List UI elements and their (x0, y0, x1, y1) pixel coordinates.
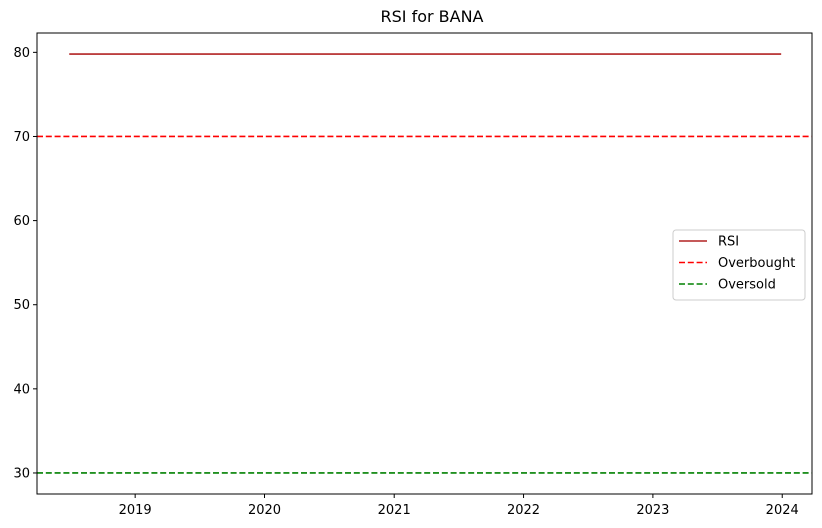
legend-label-overbought: Overbought (718, 256, 795, 271)
y-tick-label: 50 (13, 298, 30, 313)
plot-frame (36, 32, 813, 495)
x-tick-label: 2019 (119, 503, 152, 518)
x-tick-label: 2023 (636, 503, 669, 518)
x-tick-label: 2024 (766, 503, 799, 518)
x-tick-label: 2020 (248, 503, 281, 518)
chart-title: RSI for BANA (381, 7, 484, 26)
y-axis: 30 40 50 60 70 80 (13, 46, 37, 481)
y-tick-label: 40 (13, 382, 30, 397)
legend-label-rsi: RSI (718, 235, 739, 250)
y-tick-label: 60 (13, 214, 30, 229)
y-tick-label: 30 (13, 466, 30, 481)
legend-box (672, 229, 806, 301)
plot-area (37, 53, 812, 474)
legend-label-oversold: Oversold (718, 278, 776, 293)
legend: RSI Overbought Oversold (672, 229, 806, 301)
x-axis: 2019 2020 2021 2022 2023 2024 (119, 494, 799, 518)
x-tick-label: 2021 (378, 503, 411, 518)
x-tick-label: 2022 (507, 503, 540, 518)
y-tick-label: 80 (13, 46, 30, 61)
y-tick-label: 70 (13, 130, 30, 145)
